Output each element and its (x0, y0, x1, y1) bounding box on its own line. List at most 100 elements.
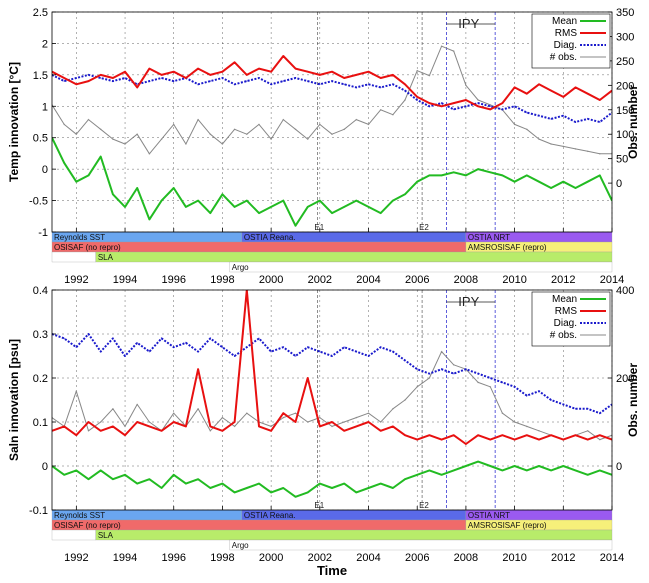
data-point-obs (452, 50, 455, 52)
data-point-obs (440, 350, 443, 353)
data-point-mean (87, 478, 90, 481)
data-point-rms (160, 74, 163, 76)
data-point-rms (209, 74, 212, 76)
data-point-mean (306, 491, 309, 494)
band-label-row1-1: OSTIA Reana. (244, 511, 296, 520)
data-point-diag (172, 346, 175, 349)
data-point-rms (343, 430, 346, 432)
x-tick-label: 2014 (600, 552, 624, 564)
x-tick-label: 2000 (259, 274, 283, 286)
data-point-rms (75, 83, 78, 86)
x-tick-label: 2008 (454, 274, 478, 286)
data-point-rms (440, 438, 443, 441)
data-point-diag (574, 121, 577, 123)
data-point-mean (294, 496, 297, 498)
legend-label-diag: Diag. (554, 40, 577, 51)
data-point-diag (379, 86, 382, 89)
data-point-rms (355, 425, 358, 428)
data-point-rms (124, 70, 126, 73)
x-tick-label: 1992 (64, 552, 88, 564)
data-point-rms (574, 86, 577, 89)
data-point-rms (136, 86, 138, 89)
data-point-mean (209, 487, 212, 489)
data-point-mean (538, 180, 540, 183)
data-point-obs (379, 421, 382, 423)
data-point-rms (416, 96, 419, 98)
data-point-diag (246, 346, 248, 349)
data-point-diag (392, 350, 394, 353)
data-point-diag (197, 83, 199, 86)
band-row3-1 (95, 251, 613, 263)
legend-label-rms: RMS (555, 28, 578, 39)
data-point-diag (331, 80, 333, 82)
data-point-diag (513, 386, 516, 388)
data-point-diag (599, 121, 601, 123)
data-point-obs (343, 421, 346, 423)
data-point-diag (489, 105, 492, 108)
y-right-tick-label: 100 (616, 129, 634, 141)
data-point-obs (112, 138, 114, 140)
y-right-tick-label: 200 (616, 373, 634, 385)
band-label-row1-0: Reynolds SST (54, 233, 105, 242)
x-tick-label: 2010 (502, 274, 526, 286)
data-point-rms (63, 77, 65, 79)
data-point-diag (136, 342, 138, 344)
data-point-rms (477, 105, 479, 108)
data-point-obs (294, 412, 297, 415)
data-point-rms (513, 86, 516, 89)
data-point-mean (574, 187, 577, 189)
y-tick-label: 0 (42, 164, 48, 176)
data-point-rms (355, 74, 358, 76)
data-point-diag (465, 105, 467, 108)
band-row4-0 (229, 539, 613, 551)
data-point-rms (319, 74, 321, 76)
data-point-obs (538, 138, 540, 140)
x-tick-label: 1994 (113, 274, 137, 286)
data-point-mean (294, 224, 297, 227)
data-point-diag (355, 86, 358, 89)
data-point-diag (538, 114, 540, 117)
data-point-rms (270, 430, 272, 432)
data-point-obs (428, 377, 431, 379)
data-point-obs (75, 390, 78, 393)
data-point-rms (392, 74, 394, 76)
data-point-obs (124, 143, 126, 145)
y-right-tick-label: 300 (616, 31, 634, 43)
data-point-mean (538, 465, 540, 467)
data-point-rms (306, 377, 309, 379)
data-point-mean (586, 474, 589, 476)
data-point-mean (258, 212, 260, 214)
y-tick-label: -0.1 (29, 505, 48, 517)
x-tick-label: 1996 (161, 552, 185, 564)
data-point-obs (294, 128, 297, 131)
y-axis-label: Temp innovation [°C] (7, 62, 21, 182)
data-point-obs (197, 408, 199, 410)
data-point-obs (452, 364, 455, 366)
data-point-obs (599, 438, 601, 441)
data-point-mean (465, 174, 467, 177)
data-point-diag (343, 83, 346, 86)
y-tick-label: -0.5 (29, 196, 48, 208)
x-tick-label: 2000 (259, 552, 283, 564)
x-tick-label: 2002 (308, 552, 332, 564)
data-point-mean (221, 193, 224, 196)
ipy-label: IPY (458, 294, 479, 309)
band-label-row1-0: Reynolds SST (54, 511, 105, 520)
data-point-diag (501, 108, 504, 111)
y-tick-label: 0 (42, 461, 48, 473)
band-label-row3-1: SLA (98, 531, 114, 540)
y-right-tick-label: 350 (616, 7, 634, 19)
data-point-mean (440, 474, 443, 476)
data-point-rms (197, 368, 199, 371)
data-point-diag (221, 77, 224, 79)
data-point-rms (379, 77, 382, 79)
data-point-diag (477, 372, 479, 375)
data-point-rms (562, 96, 565, 98)
legend-label-diag: Diag. (554, 318, 577, 329)
data-point-mean (379, 482, 382, 485)
data-point-mean (404, 478, 406, 481)
band-row4-0 (229, 261, 613, 273)
data-point-diag (209, 80, 212, 82)
